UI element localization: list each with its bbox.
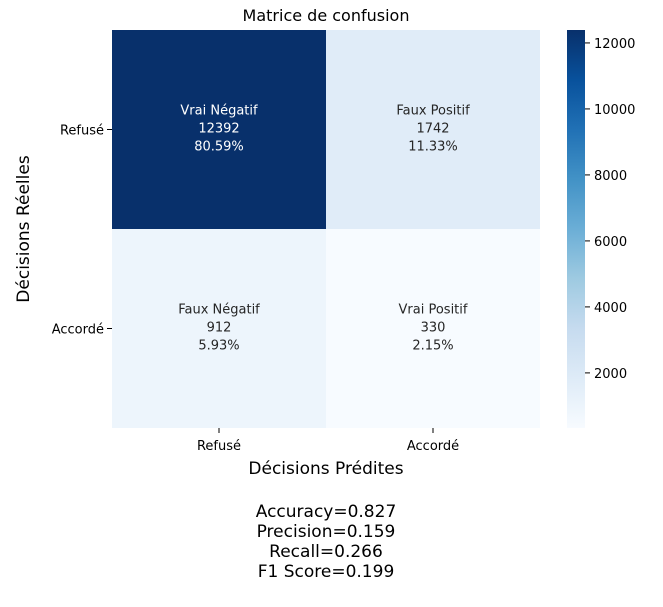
metrics-block: Accuracy=0.827 Precision=0.159 Recall=0.… bbox=[0, 502, 652, 582]
y-axis-label: Décisions Réelles bbox=[14, 155, 34, 303]
heatmap-cell-0-0 bbox=[112, 30, 326, 229]
x-axis-label: Décisions Prédites bbox=[248, 459, 403, 479]
cell-label-percent-1-1: 2.15% bbox=[412, 339, 453, 354]
metric-recall: Recall=0.266 bbox=[269, 542, 383, 562]
confusion-matrix-heatmap: Matrice de confusion Vrai Négatif 12392 80… bbox=[14, 6, 635, 479]
cell-label-count-1-1: 330 bbox=[421, 321, 446, 336]
x-tick-label: Accordé bbox=[407, 439, 459, 454]
cell-label-name-1-0: Faux Négatif bbox=[178, 303, 260, 318]
heatmap-cell-1-0 bbox=[112, 229, 326, 428]
y-tick-label: Refusé bbox=[60, 124, 104, 139]
cell-label-name-0-0: Vrai Négatif bbox=[180, 104, 258, 119]
colorbar-tick-label: 6000 bbox=[594, 235, 627, 250]
metric-accuracy: Accuracy=0.827 bbox=[255, 502, 397, 522]
colorbar-tick-label: 8000 bbox=[594, 169, 627, 184]
colorbar-tick-label: 4000 bbox=[594, 301, 627, 316]
x-tick-label: Refusé bbox=[197, 439, 241, 454]
colorbar-tick-label: 2000 bbox=[594, 367, 627, 382]
cell-label-percent-0-0: 80.59% bbox=[194, 140, 244, 155]
cell-label-name-0-1: Faux Positif bbox=[396, 104, 470, 119]
cell-label-count-1-0: 912 bbox=[207, 321, 232, 336]
cell-label-count-0-1: 1742 bbox=[416, 122, 449, 137]
cell-label-count-0-0: 12392 bbox=[198, 122, 239, 137]
heatmap-cell-1-1 bbox=[326, 229, 540, 428]
colorbar bbox=[567, 30, 585, 428]
heatmap-cell-0-1 bbox=[326, 30, 540, 229]
colorbar-tick-label: 10000 bbox=[594, 103, 635, 118]
cell-label-percent-1-0: 5.93% bbox=[198, 339, 239, 354]
cell-label-name-1-1: Vrai Positif bbox=[399, 303, 468, 318]
cell-label-percent-0-1: 11.33% bbox=[408, 140, 458, 155]
chart-title: Matrice de confusion bbox=[243, 6, 410, 25]
y-tick-label: Accordé bbox=[52, 323, 104, 338]
colorbar-tick-label: 12000 bbox=[594, 37, 635, 52]
metric-f1-score: F1 Score=0.199 bbox=[257, 562, 395, 582]
metric-precision: Precision=0.159 bbox=[256, 522, 396, 542]
